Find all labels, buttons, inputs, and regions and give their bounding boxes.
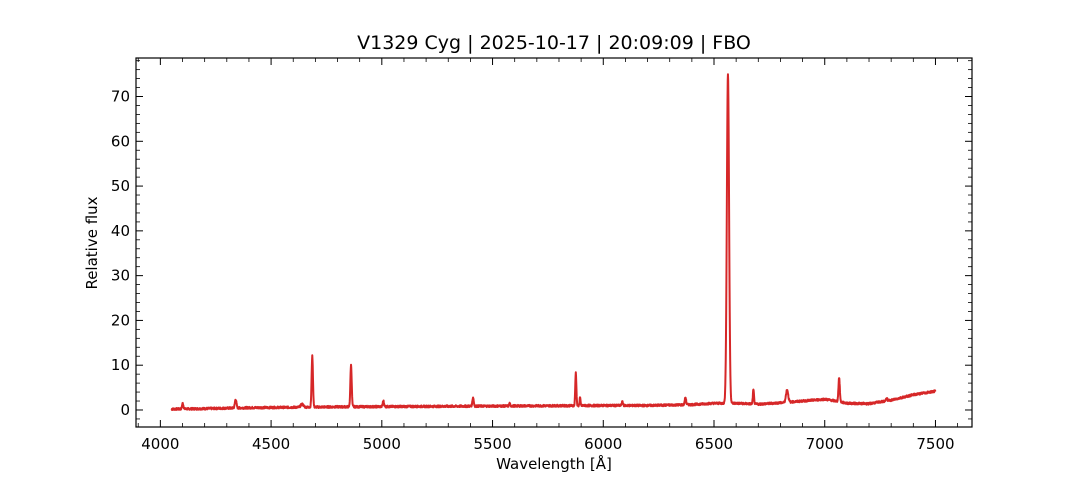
x-tick-label: 7500: [916, 435, 954, 453]
plot-frame: [135, 57, 973, 428]
y-tick-label: 0: [120, 401, 130, 419]
y-tick-label: 10: [111, 356, 130, 374]
plot-area: [170, 73, 937, 411]
x-tick-label: 4500: [252, 435, 290, 453]
y-tick-label: 30: [111, 267, 130, 285]
chart-title: V1329 Cyg | 2025-10-17 | 20:09:09 | FBO: [357, 32, 751, 54]
y-tick-label: 40: [111, 222, 130, 240]
x-tick-label: 6000: [584, 435, 622, 453]
spectrum-line: [170, 73, 937, 411]
y-axis-label: Relative flux: [83, 196, 101, 289]
axis-ticks: 4000 4500 5000 5500 6000 6500 7000 7500 0 10 20 30 4…: [111, 58, 972, 453]
y-tick-label: 50: [111, 177, 130, 195]
x-tick-label: 6500: [695, 435, 733, 453]
x-axis-label: Wavelength [Å]: [496, 454, 612, 473]
y-tick-label: 70: [111, 88, 130, 106]
y-tick-label: 20: [111, 311, 130, 329]
x-tick-label: 5000: [363, 435, 401, 453]
y-tick-label: 60: [111, 132, 130, 150]
x-tick-label: 4000: [141, 435, 179, 453]
x-tick-label: 5500: [473, 435, 511, 453]
x-tick-label: 7000: [806, 435, 844, 453]
